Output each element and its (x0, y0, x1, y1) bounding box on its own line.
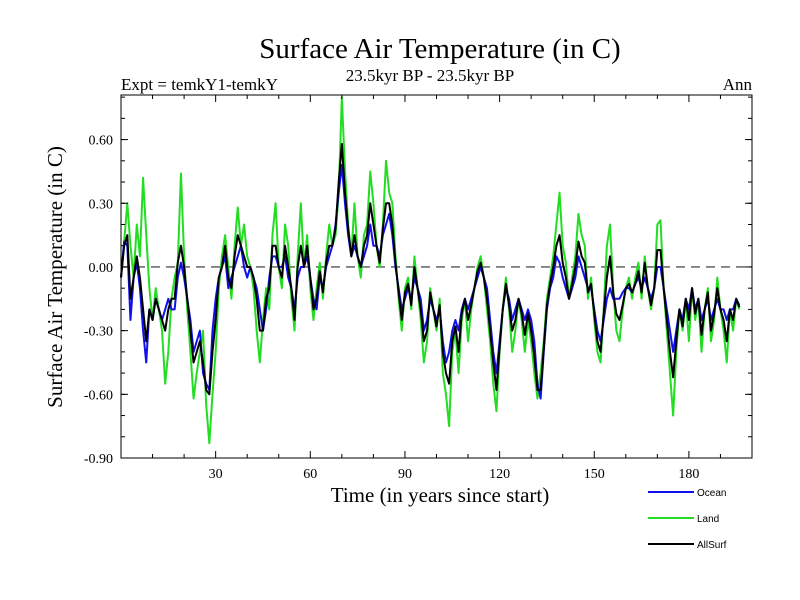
x-tick-label: 180 (678, 467, 699, 482)
x-tick-label: 30 (209, 467, 223, 482)
plot-area (120, 96, 752, 445)
x-axis-label: Time (in years since start) (331, 483, 550, 507)
season-label: Ann (723, 75, 753, 94)
x-axis: 30 60 90 120 150 180 (152, 95, 721, 482)
x-tick-label: 60 (303, 467, 317, 482)
period-label: 23.5kyr BP - 23.5kyr BP (346, 66, 514, 85)
series-line-land (120, 96, 741, 445)
series-line-allsurf (120, 142, 741, 396)
experiment-label: Expt = temkY1-temkY (121, 75, 278, 94)
y-tick-label: -0.30 (84, 325, 113, 340)
y-axis-label: Surface Air Temperature (in C) (43, 146, 67, 408)
x-tick-label: 120 (489, 467, 510, 482)
x-tick-label: 90 (398, 467, 412, 482)
legend-label-land: Land (697, 514, 719, 525)
plot-frame (120, 94, 753, 459)
legend: Ocean Land AllSurf (648, 488, 727, 551)
chart-title: Surface Air Temperature (in C) (259, 33, 620, 65)
legend-label-allsurf: AllSurf (697, 540, 727, 551)
x-tick-label: 150 (584, 467, 605, 482)
legend-label-ocean: Ocean (697, 488, 726, 499)
y-axis: 0.60 0.30 0.00 -0.30 -0.60 -0.90 (84, 96, 752, 467)
y-tick-label: -0.60 (84, 388, 113, 403)
y-tick-label: 0.30 (89, 197, 114, 212)
y-tick-label: 0.60 (89, 134, 114, 149)
y-tick-label: 0.00 (89, 261, 114, 276)
y-tick-label: -0.90 (84, 452, 113, 467)
